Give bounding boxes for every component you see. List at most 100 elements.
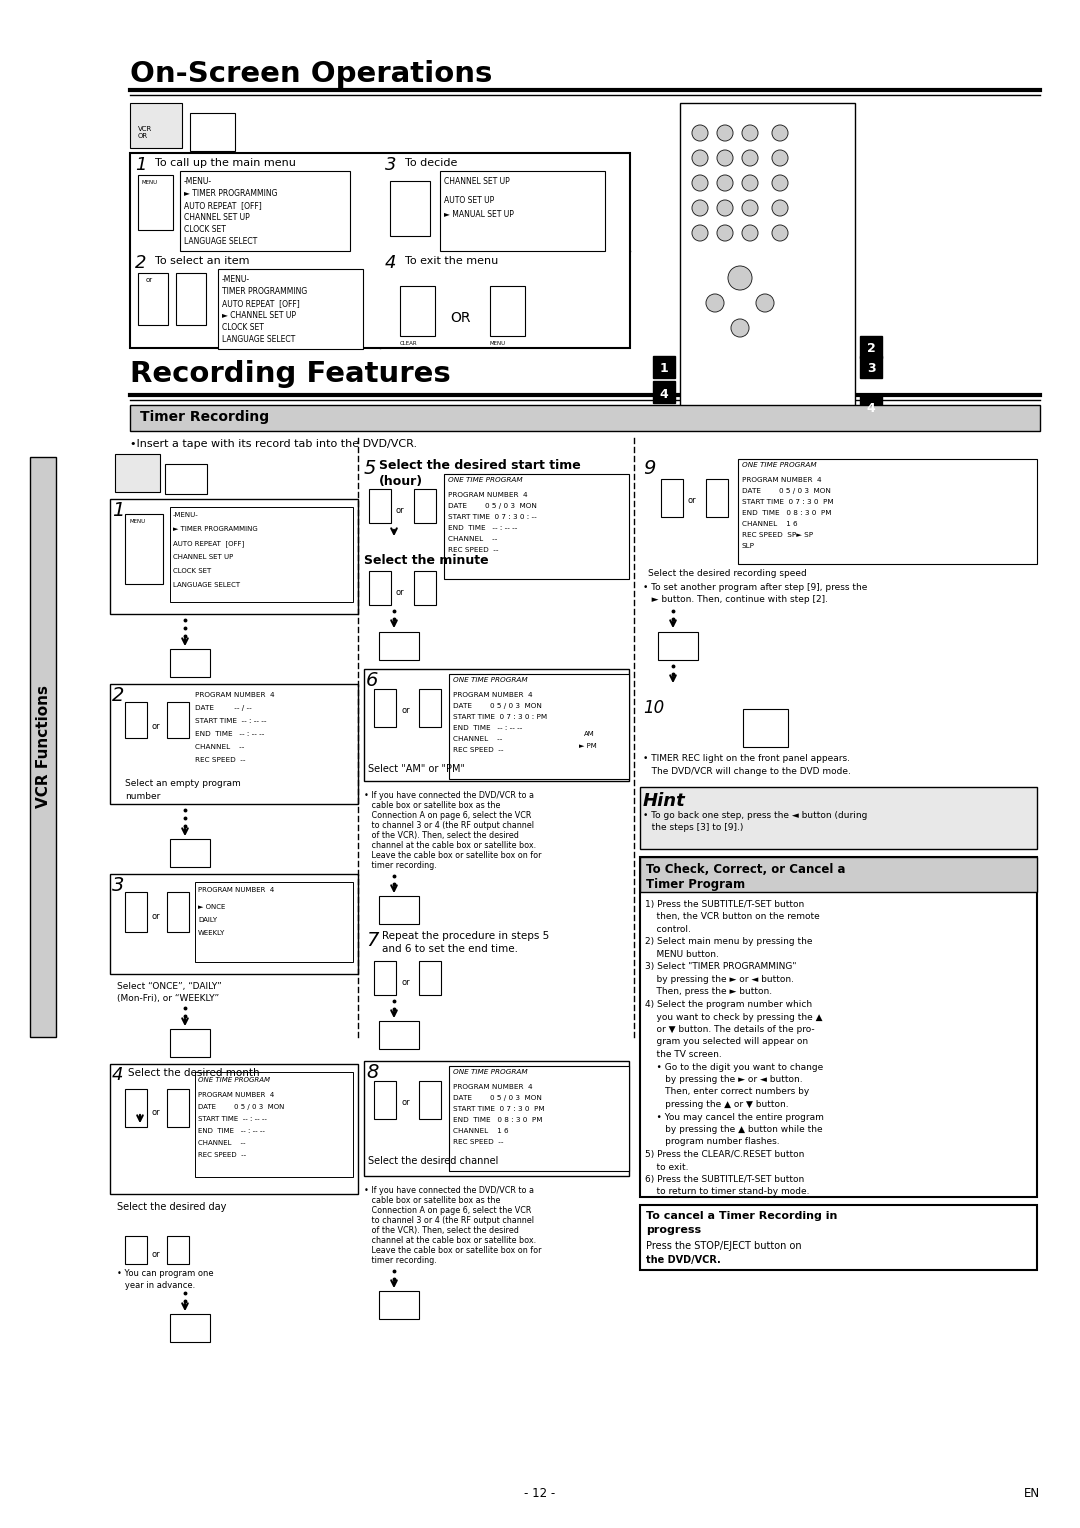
Bar — [640, 857, 1037, 892]
Text: timer recording.: timer recording. — [364, 1256, 436, 1265]
Text: Then, press the ► button.: Then, press the ► button. — [645, 987, 772, 996]
Text: or: or — [152, 1250, 161, 1259]
Bar — [419, 1080, 441, 1118]
Bar — [369, 489, 391, 523]
Text: REC SPEED  --: REC SPEED -- — [195, 756, 245, 762]
Text: VCR Functions: VCR Functions — [36, 686, 51, 808]
Text: of the VCR). Then, select the desired: of the VCR). Then, select the desired — [364, 831, 518, 840]
Text: ► button. Then, continue with step [2].: ► button. Then, continue with step [2]. — [643, 594, 828, 604]
Text: DATE        0 5 / 0 3  MON: DATE 0 5 / 0 3 MON — [453, 1096, 542, 1102]
Circle shape — [742, 176, 758, 191]
Text: ONE TIME PROGRAM: ONE TIME PROGRAM — [453, 677, 528, 683]
Text: Recording Features: Recording Features — [130, 361, 450, 388]
Text: CHANNEL    1 6: CHANNEL 1 6 — [742, 521, 798, 527]
Text: TIMER PROGRAMMING: TIMER PROGRAMMING — [222, 287, 307, 296]
Text: LANGUAGE SELECT: LANGUAGE SELECT — [184, 237, 257, 246]
Text: Select “ONCE”, “DAILY”: Select “ONCE”, “DAILY” — [117, 983, 221, 992]
Text: 5: 5 — [364, 458, 376, 478]
Text: to return to timer stand-by mode.: to return to timer stand-by mode. — [645, 1187, 810, 1196]
Text: • To go back one step, press the ◄ button (during: • To go back one step, press the ◄ butto… — [643, 811, 867, 821]
Text: START TIME  0 7 : 3 0 : --: START TIME 0 7 : 3 0 : -- — [448, 513, 537, 520]
Text: ► TIMER PROGRAMMING: ► TIMER PROGRAMMING — [173, 526, 258, 532]
Text: Press the STOP/EJECT button on: Press the STOP/EJECT button on — [646, 1241, 801, 1251]
Bar — [419, 689, 441, 727]
Text: PROGRAM NUMBER  4: PROGRAM NUMBER 4 — [198, 1093, 274, 1099]
Text: 4) Select the program number which: 4) Select the program number which — [645, 999, 812, 1008]
Text: to exit.: to exit. — [645, 1163, 689, 1172]
Text: 6: 6 — [366, 671, 378, 691]
Bar — [449, 674, 629, 779]
Text: START TIME  -- : -- --: START TIME -- : -- -- — [195, 718, 267, 724]
Text: EN: EN — [1024, 1487, 1040, 1500]
Bar — [444, 474, 629, 579]
Text: AUTO REPEAT  [OFF]: AUTO REPEAT [OFF] — [173, 539, 244, 547]
Bar — [440, 171, 605, 251]
Text: 1) Press the SUBTITLE/T-SET button: 1) Press the SUBTITLE/T-SET button — [645, 900, 805, 909]
Bar — [490, 286, 525, 336]
Text: To cancel a Timer Recording in: To cancel a Timer Recording in — [646, 1212, 837, 1221]
Text: CHANNEL    --: CHANNEL -- — [448, 536, 498, 542]
Bar — [374, 689, 396, 727]
Circle shape — [742, 200, 758, 215]
Bar — [167, 1236, 189, 1264]
Bar — [125, 513, 163, 584]
Circle shape — [692, 176, 708, 191]
Text: Hint: Hint — [643, 792, 686, 810]
Circle shape — [742, 150, 758, 167]
Text: to channel 3 or 4 (the RF output channel: to channel 3 or 4 (the RF output channel — [364, 821, 534, 830]
Bar — [170, 649, 210, 677]
Text: 9: 9 — [643, 458, 656, 478]
Text: timer recording.: timer recording. — [364, 860, 436, 869]
Text: CLOCK SET: CLOCK SET — [222, 322, 264, 332]
Circle shape — [772, 225, 788, 241]
Text: CHANNEL SET UP: CHANNEL SET UP — [173, 555, 233, 559]
Bar — [379, 1021, 419, 1050]
Text: ONE TIME PROGRAM: ONE TIME PROGRAM — [453, 1070, 528, 1076]
Text: REC SPEED  --: REC SPEED -- — [448, 547, 499, 553]
Text: CHANNEL    --: CHANNEL -- — [453, 736, 502, 743]
Text: To call up the main menu: To call up the main menu — [148, 157, 296, 168]
Text: PROGRAM NUMBER  4: PROGRAM NUMBER 4 — [453, 692, 532, 698]
Bar — [195, 882, 353, 963]
Text: or: or — [146, 277, 153, 283]
Text: 3) Select "TIMER PROGRAMMING": 3) Select "TIMER PROGRAMMING" — [645, 963, 797, 972]
Bar — [167, 892, 189, 932]
Bar — [138, 176, 173, 231]
Text: AUTO SET UP: AUTO SET UP — [444, 196, 495, 205]
Bar — [125, 701, 147, 738]
Text: • TIMER REC light on the front panel appears.: • TIMER REC light on the front panel app… — [643, 753, 850, 762]
Circle shape — [717, 150, 733, 167]
Text: -MENU-: -MENU- — [184, 177, 212, 186]
Bar — [125, 892, 147, 932]
Text: PROGRAM NUMBER  4: PROGRAM NUMBER 4 — [453, 1083, 532, 1089]
Circle shape — [772, 150, 788, 167]
Bar — [860, 356, 882, 377]
Text: 4: 4 — [866, 402, 876, 416]
Text: • To set another program after step [9], press the: • To set another program after step [9],… — [643, 584, 867, 591]
Text: PROGRAM NUMBER  4: PROGRAM NUMBER 4 — [448, 492, 528, 498]
Text: WEEKLY: WEEKLY — [198, 931, 226, 937]
Circle shape — [692, 225, 708, 241]
Text: Leave the cable box or satellite box on for: Leave the cable box or satellite box on … — [364, 851, 541, 860]
Text: CHANNEL SET UP: CHANNEL SET UP — [444, 177, 510, 186]
Bar — [640, 1206, 1037, 1270]
Bar — [110, 1063, 357, 1193]
Bar — [167, 1089, 189, 1128]
Text: Select "AM" or "PM": Select "AM" or "PM" — [368, 764, 465, 775]
Bar — [195, 1073, 353, 1177]
Text: START TIME  0 7 : 3 0  PM: START TIME 0 7 : 3 0 PM — [742, 500, 834, 504]
Text: or: or — [152, 912, 161, 921]
Bar — [170, 1314, 210, 1342]
Text: SLP: SLP — [742, 542, 755, 549]
Text: then, the VCR button on the remote: then, the VCR button on the remote — [645, 912, 820, 921]
Text: To Check, Correct, or Cancel a: To Check, Correct, or Cancel a — [646, 863, 846, 876]
Text: or: or — [401, 706, 409, 715]
Text: by pressing the ► or ◄ button.: by pressing the ► or ◄ button. — [645, 975, 794, 984]
Circle shape — [717, 125, 733, 141]
Text: program number flashes.: program number flashes. — [645, 1137, 780, 1146]
Bar — [706, 478, 728, 516]
Bar — [400, 286, 435, 336]
Text: AUTO REPEAT  [OFF]: AUTO REPEAT [OFF] — [222, 299, 300, 309]
Text: To select an item: To select an item — [148, 257, 249, 266]
Text: START TIME  -- : -- --: START TIME -- : -- -- — [198, 1115, 267, 1122]
